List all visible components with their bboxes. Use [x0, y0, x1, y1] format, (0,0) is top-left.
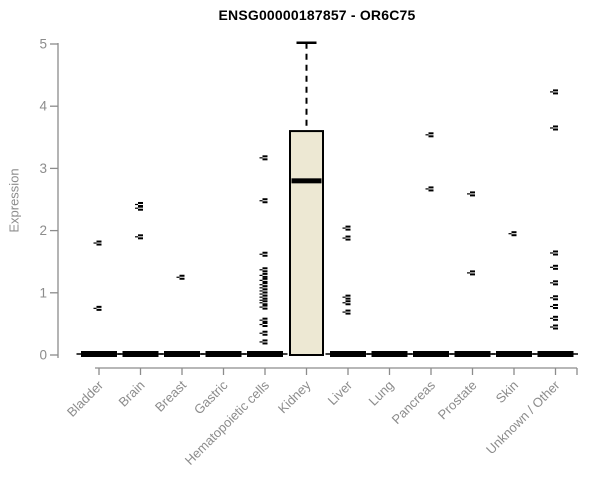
- flat-box-bar: [413, 351, 449, 357]
- y-tick-label: 4: [39, 99, 47, 114]
- box: [289, 130, 324, 356]
- median-line: [291, 178, 322, 184]
- y-tick-label: 3: [39, 161, 47, 176]
- flat-box-bar: [205, 351, 242, 357]
- flat-box-bar: [537, 351, 574, 357]
- flat-box-bar: [247, 351, 283, 357]
- flat-box-bar: [496, 351, 532, 357]
- flat-box-bar: [454, 351, 491, 357]
- category-label: Prostate: [435, 378, 480, 423]
- flat-box-bar: [122, 351, 159, 357]
- category-label: Pancreas: [389, 377, 439, 427]
- category-label: Kidney: [275, 377, 314, 416]
- y-tick-label: 0: [39, 348, 47, 363]
- flat-box-bar: [164, 351, 200, 357]
- flat-box-bar: [371, 351, 408, 357]
- category-label: Bladder: [64, 377, 107, 420]
- category-label: Skin: [493, 378, 521, 406]
- category-label: Breast: [152, 377, 189, 414]
- category-label: Gastric: [191, 377, 231, 417]
- y-tick-label: 5: [39, 37, 47, 52]
- flat-box-bar: [330, 351, 366, 357]
- category-label: Brain: [116, 378, 148, 410]
- y-tick-label: 1: [39, 285, 47, 300]
- category-label: Unknown / Other: [483, 377, 563, 457]
- category-label: Liver: [325, 377, 356, 408]
- y-tick-label: 2: [39, 223, 47, 238]
- chart-title: ENSG00000187857 - OR6C75: [218, 7, 416, 23]
- flat-box-bar: [81, 351, 117, 357]
- category-label: Lung: [366, 378, 397, 409]
